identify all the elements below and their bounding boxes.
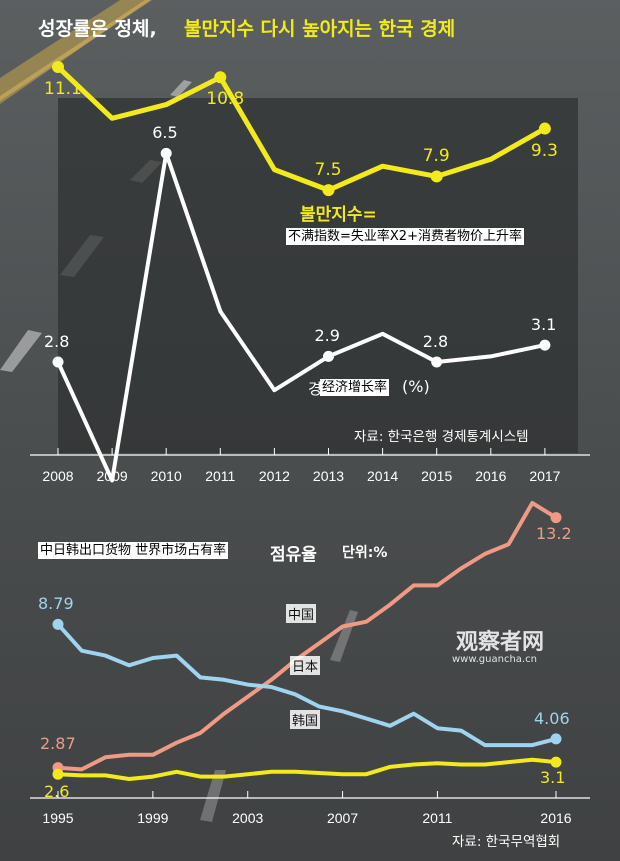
misery-value-label: 10.8 <box>206 89 245 110</box>
misery-value-label: 9.3 <box>530 140 558 161</box>
lane-line-yellow <box>0 0 152 101</box>
bottom-unit: 단위:% <box>342 545 388 561</box>
growth-label-partial: 경 <box>308 380 322 398</box>
misery-point <box>430 170 443 183</box>
growth-point <box>160 147 172 159</box>
top-x-ticks: 2008 2009 2010 2011 2012 2013 2014 2015 2016 2017 <box>42 448 561 484</box>
growth-value-label: 3.1 <box>530 315 557 335</box>
top-tick-label: 2011 <box>205 468 235 484</box>
bottom-chart-lines <box>52 501 562 781</box>
growth-rate-label: 经济增长率 <box>320 379 390 396</box>
japan-point <box>550 733 562 745</box>
japan-point <box>52 618 64 630</box>
bottom-title-kr: 점유율 <box>270 545 317 565</box>
bottom-tick-label: 2007 <box>327 810 358 826</box>
growth-point <box>52 356 64 368</box>
japan-value-label: 4.06 <box>534 708 570 728</box>
bottom-tick-label: 1995 <box>42 810 73 826</box>
korea-line <box>57 757 557 781</box>
growth-rate-unit: (%) <box>402 377 430 396</box>
series-label-korea: 韩国 <box>290 710 321 729</box>
china-point <box>550 512 562 524</box>
title-part2: 불만지수 다시 높아지는 한국 경제 <box>184 18 456 40</box>
watermark-url: www.guancha.cn <box>452 654 537 665</box>
bottom-title-cn: 中日韩出口货物 世界市场占有率 <box>38 542 229 559</box>
china-value-label: 13.2 <box>536 523 572 543</box>
top-tick-label: 2014 <box>367 468 398 484</box>
japan-line <box>56 622 557 748</box>
growth-value-label: 2.8 <box>422 332 449 351</box>
series-label-japan: 日本 <box>290 656 321 675</box>
watermark-logo: 观察者网 <box>456 630 545 655</box>
bottom-x-ticks: 1995 1999 2003 2007 2011 2016 <box>42 791 572 826</box>
bottom-tick-label: 2016 <box>540 810 571 826</box>
japan-value-label: 8.79 <box>38 594 74 614</box>
bottom-tick-label: 1999 <box>137 810 168 826</box>
korea-point <box>550 756 562 768</box>
top-source: 자료: 한국은행 경제통계시스템 <box>354 429 529 445</box>
top-chart-lines <box>52 61 551 483</box>
bottom-tick-label: 2003 <box>232 810 263 826</box>
china-value-label: 2.87 <box>40 733 76 753</box>
top-tick-label: 2008 <box>42 468 73 484</box>
korea-value-label: 2.6 <box>44 782 70 802</box>
misery-line <box>56 65 547 193</box>
korea-value-label: 3.1 <box>540 768 566 788</box>
top-tick-label: 2015 <box>421 468 452 484</box>
misery-point <box>538 122 551 135</box>
misery-value-label: 7.5 <box>314 160 342 181</box>
bottom-tick-label: 2011 <box>422 810 452 826</box>
series-label-china: 中国 <box>286 604 317 623</box>
growth-value-label: 2.9 <box>314 326 340 346</box>
misery-point <box>52 61 64 73</box>
growth-line <box>56 151 546 483</box>
misery-point <box>322 184 335 197</box>
bottom-source: 자료: 한국무역협회 <box>452 834 561 850</box>
misery-value-label: 7.9 <box>422 146 450 167</box>
title-part1: 성장률은 정체, <box>38 18 157 40</box>
china-line <box>57 501 558 772</box>
misery-value-label: 11.1 <box>44 79 82 99</box>
top-tick-label: 2010 <box>151 468 182 484</box>
korea-point <box>52 768 64 780</box>
top-tick-label: 2013 <box>313 468 344 484</box>
growth-point <box>323 350 334 362</box>
top-tick-label: 2016 <box>475 468 506 484</box>
growth-point <box>431 356 443 368</box>
misery-index-caption: 不满指数=失业率X2+消费者物价上升率 <box>286 228 524 245</box>
top-tick-label: 2012 <box>259 468 290 484</box>
top-tick-label: 2017 <box>529 468 560 484</box>
misery-point <box>214 71 227 84</box>
misery-index-label: 불만지수= <box>300 205 377 225</box>
growth-value-label: 6.5 <box>152 123 178 143</box>
growth-value-label: 2.8 <box>44 332 70 351</box>
growth-point <box>539 339 551 351</box>
